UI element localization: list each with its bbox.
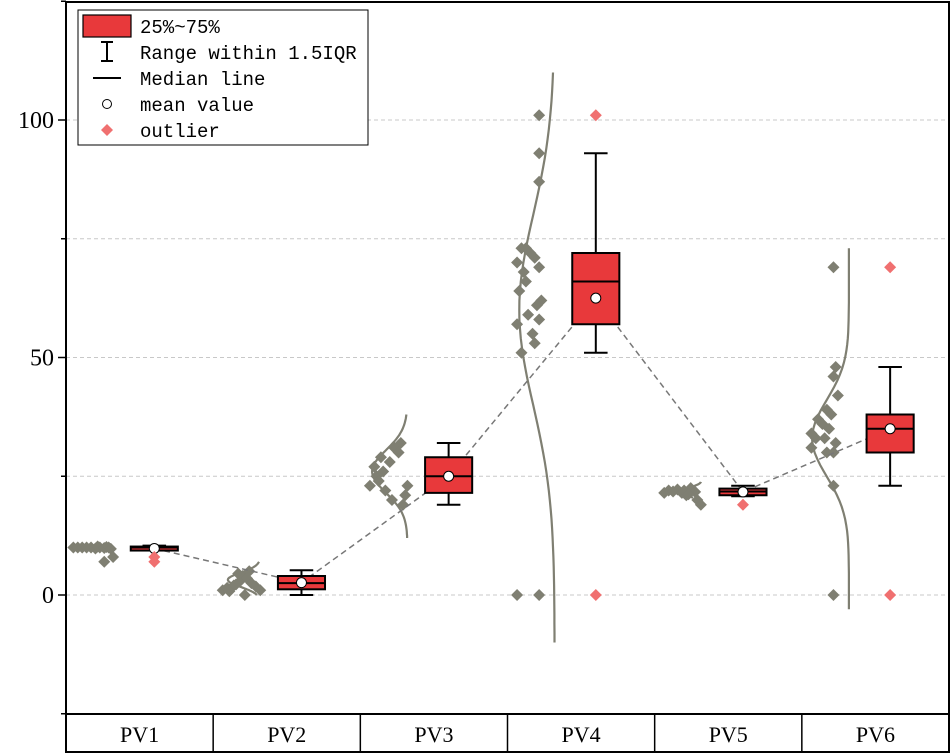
data-point <box>401 479 414 492</box>
data-points <box>67 109 844 601</box>
data-point <box>374 451 387 464</box>
legend-range-icon <box>101 41 113 62</box>
x-axis-categories: PV1 PV2 PV3 PV4 PV5 PV6 <box>120 714 895 752</box>
mean-marker <box>884 423 896 435</box>
data-point <box>229 578 242 591</box>
data-point <box>831 389 844 402</box>
data-point <box>825 408 838 421</box>
data-point <box>827 370 840 383</box>
data-point <box>533 109 546 122</box>
x-category-label: PV2 <box>267 722 306 747</box>
data-point <box>827 261 840 274</box>
legend: 25%~75% Range within 1.5IQR Median line … <box>77 9 369 146</box>
outlier-point <box>884 589 897 601</box>
legend-outlier-icon <box>101 124 113 136</box>
iqr-box <box>865 413 915 454</box>
data-point <box>394 437 407 449</box>
data-point <box>392 446 405 459</box>
data-point <box>377 465 390 478</box>
legend-range-label: Range within 1.5IQR <box>140 43 357 65</box>
legend-box-swatch <box>82 14 132 38</box>
legend-outlier-label: outlier <box>140 121 220 143</box>
data-point <box>372 475 385 487</box>
data-point <box>511 589 524 601</box>
iqr-box <box>571 252 621 326</box>
legend-median-label: Median line <box>140 69 265 91</box>
data-point <box>533 313 546 326</box>
legend-mean-icon <box>102 99 112 109</box>
y-axis-ticks: 100 50 0 <box>18 0 66 715</box>
data-point <box>829 361 842 373</box>
data-point <box>517 266 530 278</box>
data-point <box>513 285 526 297</box>
distribution-curves <box>226 72 851 643</box>
data-point <box>809 432 822 445</box>
x-category-label: PV5 <box>709 722 748 747</box>
data-point <box>533 175 546 188</box>
data-point <box>238 589 251 601</box>
data-point <box>528 251 541 264</box>
mean-marker <box>443 470 455 482</box>
legend-box-label: 25%~75% <box>140 17 220 39</box>
data-point <box>515 346 528 359</box>
data-point <box>98 555 111 568</box>
data-point <box>528 337 541 350</box>
data-point <box>383 456 396 468</box>
outlier-point <box>589 109 602 122</box>
data-point <box>254 584 267 597</box>
y-tick-label: 0 <box>42 583 54 609</box>
data-point <box>533 147 546 160</box>
box-group <box>129 109 915 601</box>
legend-mean-label: mean value <box>140 95 254 117</box>
data-point <box>533 261 546 274</box>
data-point <box>397 498 410 511</box>
y-tick-label: 50 <box>30 346 54 372</box>
mean-marker <box>295 577 307 589</box>
data-point <box>363 479 376 492</box>
distribution-curve <box>226 561 260 596</box>
data-point <box>379 484 392 497</box>
outlier-point <box>736 498 749 511</box>
data-point <box>232 567 245 580</box>
outlier-point <box>589 589 602 601</box>
data-point <box>818 432 831 445</box>
x-category-label: PV3 <box>414 722 453 747</box>
data-point <box>107 551 120 563</box>
distribution-curve <box>518 72 556 643</box>
data-point <box>829 437 842 449</box>
data-point <box>827 589 840 601</box>
x-category-label: PV6 <box>856 722 895 747</box>
data-point <box>827 479 840 492</box>
y-tick-label: 100 <box>18 108 54 134</box>
data-point <box>526 327 539 340</box>
outlier-point <box>884 261 897 274</box>
data-point <box>694 498 707 511</box>
x-category-label: PV4 <box>562 722 601 747</box>
data-point <box>533 589 546 601</box>
data-point <box>511 318 524 331</box>
data-point <box>823 422 836 435</box>
data-point <box>399 489 412 502</box>
data-point <box>820 446 833 459</box>
mean-connector-line <box>154 296 891 584</box>
data-point <box>243 565 256 578</box>
data-point <box>682 488 695 501</box>
mean-marker <box>737 486 749 498</box>
data-point <box>522 308 535 321</box>
data-point <box>805 441 818 454</box>
distribution-curve <box>811 248 851 610</box>
outlier-point <box>148 551 161 563</box>
data-point <box>530 299 543 312</box>
mean-marker <box>590 292 602 304</box>
data-point <box>385 494 398 506</box>
data-point <box>223 585 236 598</box>
x-category-label: PV1 <box>120 722 159 747</box>
data-point <box>519 275 532 288</box>
data-point <box>368 460 381 473</box>
data-point <box>511 256 524 269</box>
